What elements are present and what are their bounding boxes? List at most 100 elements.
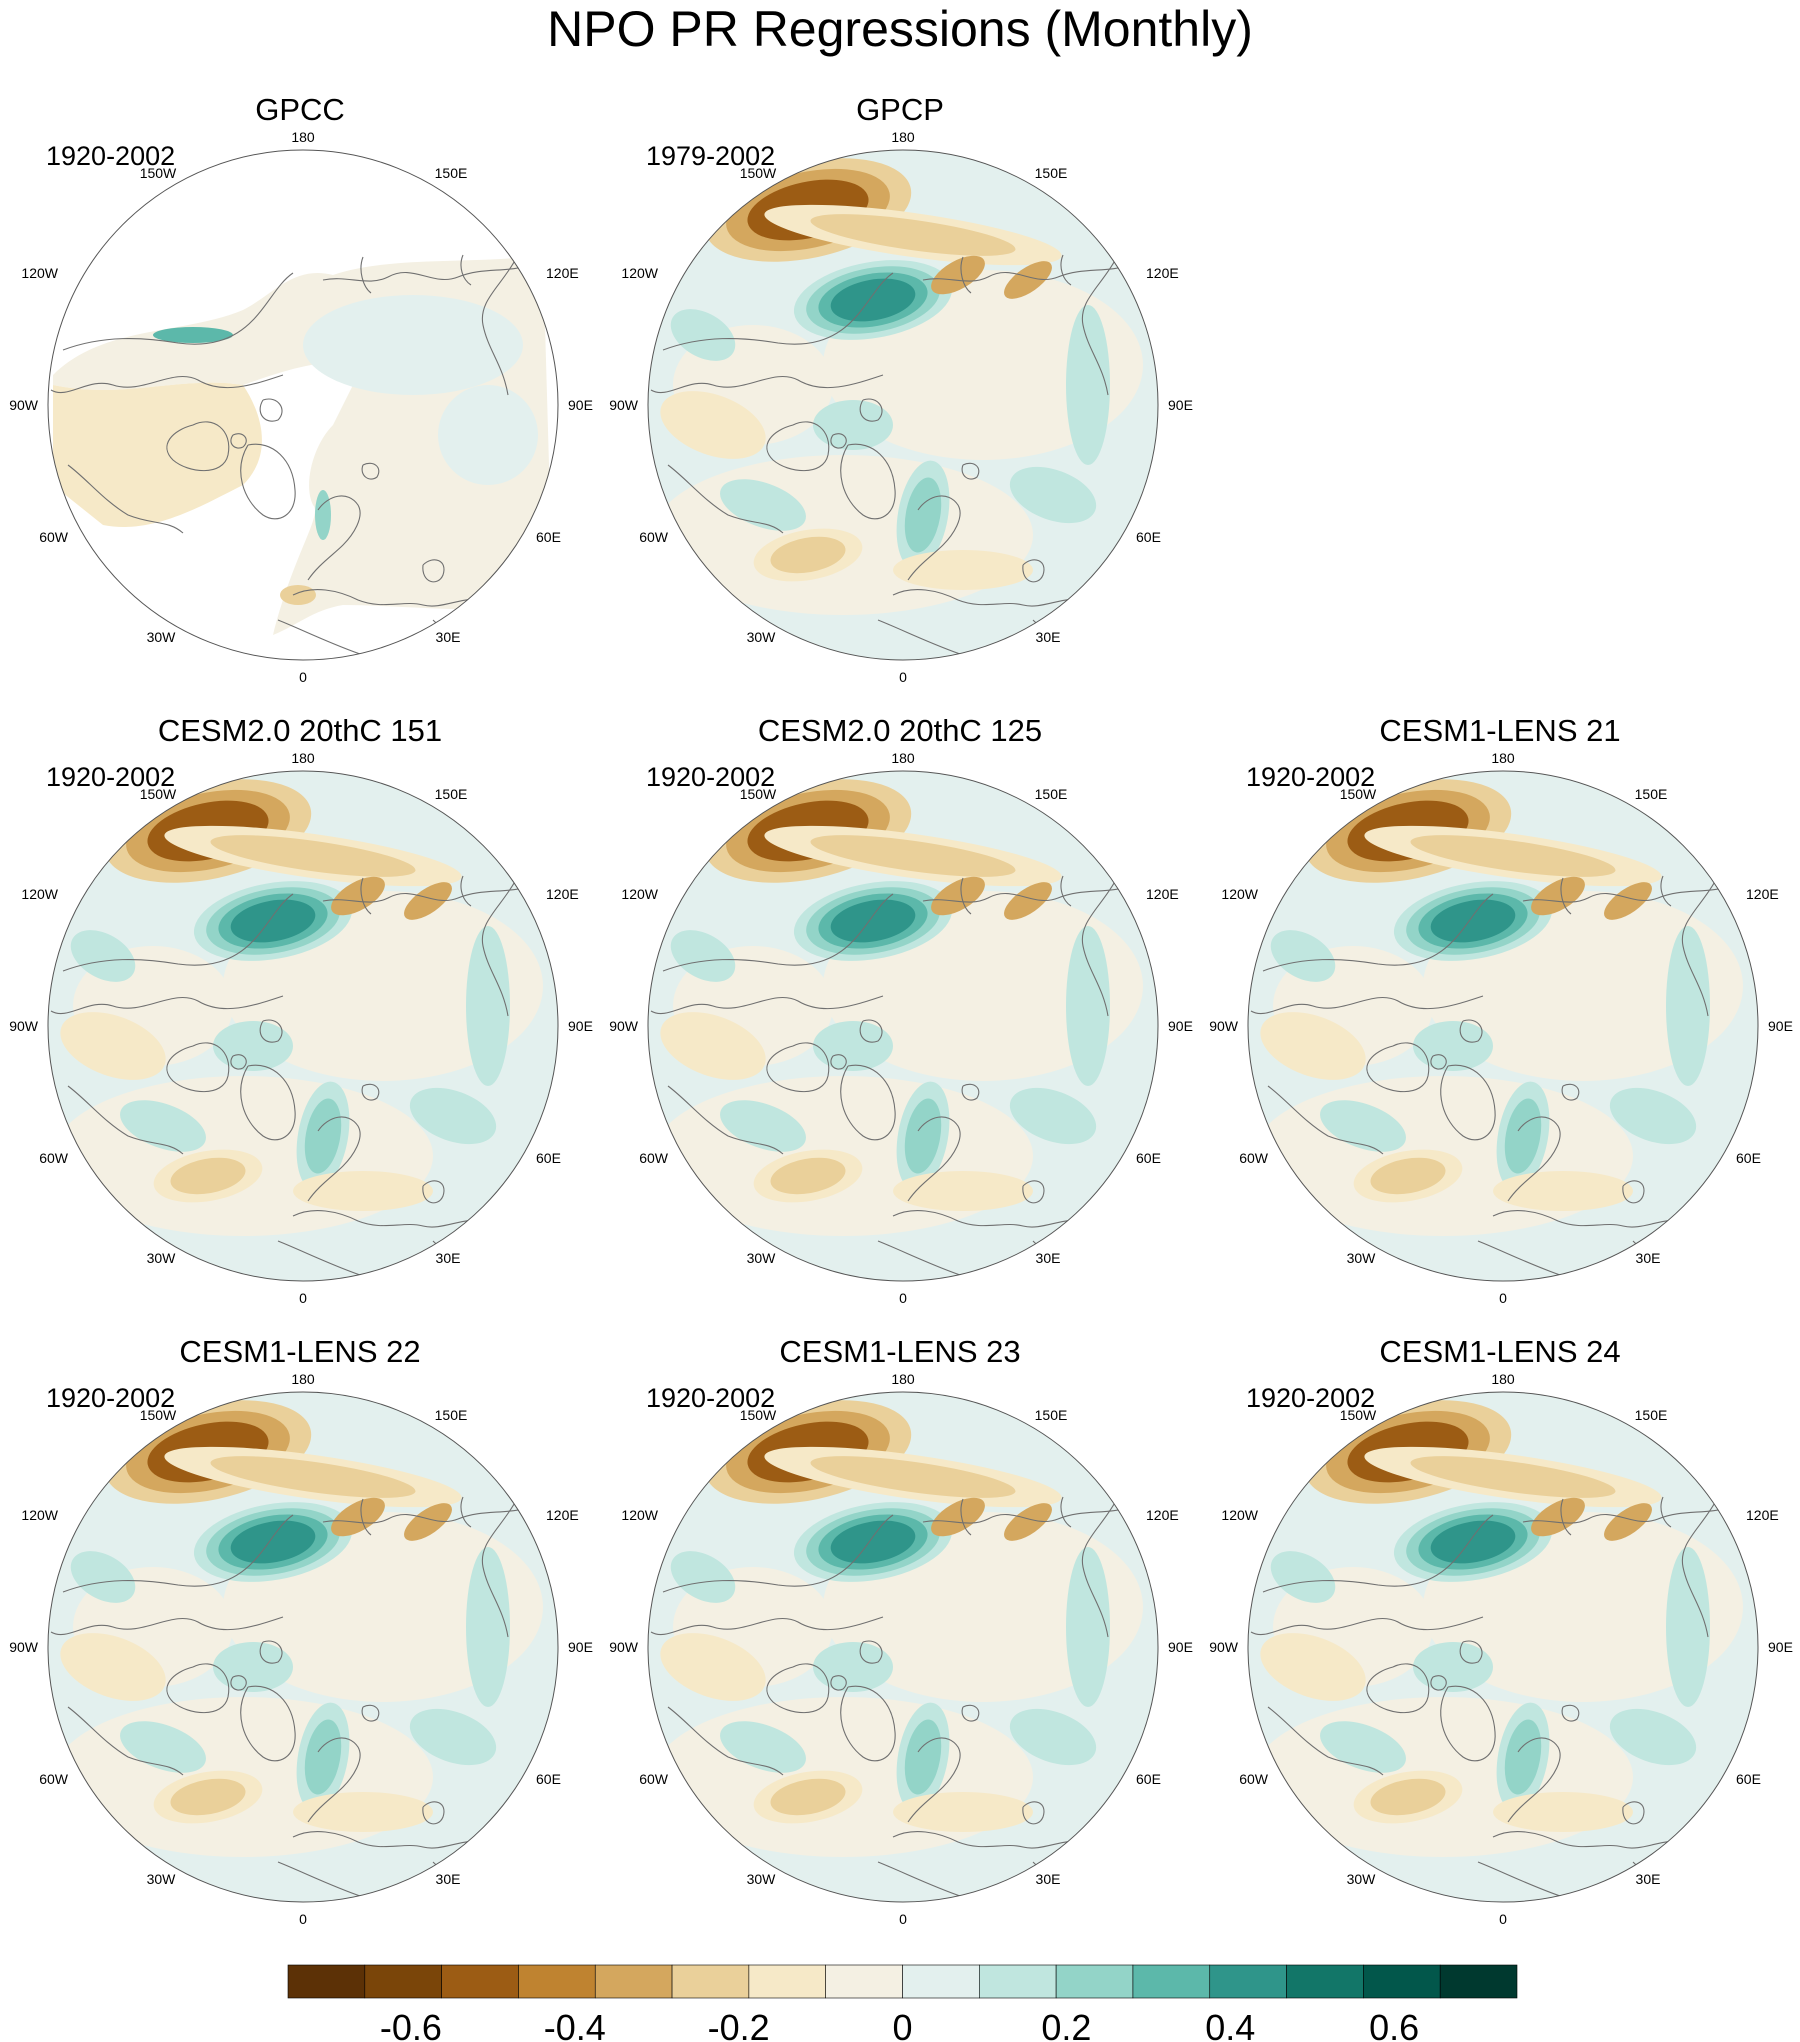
longitude-label: 120W xyxy=(1221,1507,1258,1523)
longitude-label: 120E xyxy=(546,1507,579,1523)
longitude-label: 60E xyxy=(1136,529,1161,545)
longitude-label: 90E xyxy=(1768,1639,1793,1655)
colorbar-tick-label: 0 xyxy=(892,2007,912,2042)
longitude-label: 90W xyxy=(1209,1018,1239,1034)
map-panel: 180 0 150W 150E 120W 120E 90W 90E 60W 60E 30W 30E GP… xyxy=(600,92,1200,692)
map-boundary xyxy=(47,149,559,661)
longitude-label: 60E xyxy=(1736,1150,1761,1166)
colorbar-tick-label: 0.2 xyxy=(1041,2007,1091,2042)
longitude-label: 120E xyxy=(1146,886,1179,902)
longitude-label: 120E xyxy=(546,265,579,281)
colorbar-tick-label: 0.6 xyxy=(1369,2007,1419,2042)
longitude-label: 90E xyxy=(1168,1639,1193,1655)
longitude-label: 150E xyxy=(1635,1407,1668,1423)
longitude-label: 60E xyxy=(1136,1771,1161,1787)
longitude-label: 120E xyxy=(1746,886,1779,902)
longitude-label: 60W xyxy=(1239,1771,1269,1787)
longitude-label: 150W xyxy=(140,786,177,802)
longitude-label: 60W xyxy=(639,1150,669,1166)
longitude-label: 60E xyxy=(536,529,561,545)
longitude-label: 120W xyxy=(621,265,658,281)
polar-map: 180 0 150W 150E 120W 120E 90W 90E 60W 60E 30W 30E xyxy=(1209,750,1793,1306)
map-panel: 180 0 150W 150E 120W 120E 90W 90E 60W 60E 30W 30E CE… xyxy=(600,713,1200,1313)
panel-period: 1979-2002 xyxy=(646,141,776,171)
figure-title: NPO PR Regressions (Monthly) xyxy=(547,1,1253,57)
colorbar-swatch xyxy=(1439,1964,1518,1999)
anomaly-field xyxy=(1248,1392,1758,1902)
polar-map: 180 0 150W 150E 120W 120E 90W 90E 60W 60E 30W 30E xyxy=(9,129,593,685)
longitude-label: 90E xyxy=(1168,397,1193,413)
panel-title: CESM2.0 20thC 151 xyxy=(157,713,443,748)
panel-period: 1920-2002 xyxy=(46,141,176,171)
map-boundary xyxy=(647,149,1159,661)
panel-title: GPCC xyxy=(255,92,345,127)
longitude-label: 90W xyxy=(1209,1639,1239,1655)
panel-period: 1920-2002 xyxy=(1246,762,1376,792)
colorbar-swatch xyxy=(979,1964,1057,1999)
colorbar-swatch xyxy=(364,1964,442,1999)
longitude-label: 30E xyxy=(436,629,461,645)
longitude-label: 60W xyxy=(39,529,69,545)
anomaly-field xyxy=(48,771,558,1281)
panel-title: CESM1-LENS 22 xyxy=(179,1334,421,1369)
longitude-label: 180 xyxy=(1491,750,1515,766)
longitude-label: 180 xyxy=(291,129,315,145)
longitude-label: 90E xyxy=(1768,1018,1793,1034)
longitude-label: 180 xyxy=(891,1371,915,1387)
colorbar-swatch xyxy=(671,1964,750,1999)
polar-map: 180 0 150W 150E 120W 120E 90W 90E 60W 60E 30W 30E xyxy=(609,750,1193,1306)
colorbar-swatch xyxy=(825,1964,903,1999)
longitude-label: 30W xyxy=(747,1871,777,1887)
colorbar-tick-label: -0.2 xyxy=(708,2007,770,2042)
longitude-label: 0 xyxy=(899,669,907,685)
map-panel: 180 0 150W 150E 120W 120E 90W 90E 60W 60E 30W 30E CE… xyxy=(1200,1334,1800,1934)
longitude-label: 150W xyxy=(740,786,777,802)
longitude-label: 150E xyxy=(1035,1407,1068,1423)
colorbar-swatch xyxy=(441,1964,519,1999)
longitude-label: 30E xyxy=(1636,1871,1661,1887)
longitude-label: 90W xyxy=(609,1639,639,1655)
colorbar-swatch xyxy=(1055,1964,1134,1999)
polar-map: 180 0 150W 150E 120W 120E 90W 90E 60W 60E 30W 30E xyxy=(1209,1371,1793,1927)
longitude-label: 30W xyxy=(747,629,777,645)
longitude-label: 120W xyxy=(21,1507,58,1523)
longitude-label: 0 xyxy=(1499,1911,1507,1927)
longitude-label: 90E xyxy=(1168,1018,1193,1034)
longitude-label: 60E xyxy=(536,1150,561,1166)
colorbar-swatch xyxy=(902,1964,980,1999)
longitude-label: 150E xyxy=(435,1407,468,1423)
longitude-label: 60W xyxy=(1239,1150,1269,1166)
longitude-label: 30W xyxy=(147,1250,177,1266)
map-boundary xyxy=(1247,1391,1759,1903)
anomaly-field xyxy=(48,150,558,660)
longitude-label: 30W xyxy=(1347,1871,1377,1887)
anomaly-field xyxy=(1248,771,1758,1281)
colorbar-swatch xyxy=(518,1964,596,1999)
longitude-label: 120E xyxy=(546,886,579,902)
map-boundary xyxy=(647,1391,1159,1903)
colorbar-tick-label: -0.6 xyxy=(380,2007,442,2042)
longitude-label: 30W xyxy=(747,1250,777,1266)
anomaly-field xyxy=(648,1392,1158,1902)
longitude-label: 120W xyxy=(1221,886,1258,902)
longitude-label: 150W xyxy=(1340,1407,1377,1423)
colorbar-swatch xyxy=(748,1964,826,1999)
longitude-label: 30E xyxy=(1036,1871,1061,1887)
longitude-label: 30E xyxy=(1636,1250,1661,1266)
longitude-label: 150E xyxy=(1035,786,1068,802)
anomaly-field xyxy=(48,1392,558,1902)
polar-map: 180 0 150W 150E 120W 120E 90W 90E 60W 60E 30W 30E xyxy=(609,129,1193,685)
longitude-label: 120W xyxy=(21,265,58,281)
longitude-label: 60E xyxy=(1736,1771,1761,1787)
panel-period: 1920-2002 xyxy=(646,762,776,792)
panel-period: 1920-2002 xyxy=(46,1383,176,1413)
anomaly-field xyxy=(648,771,1158,1281)
longitude-label: 150W xyxy=(140,165,177,181)
longitude-label: 90W xyxy=(9,1639,39,1655)
map-boundary xyxy=(47,770,559,1282)
longitude-label: 0 xyxy=(899,1911,907,1927)
longitude-label: 120E xyxy=(1146,265,1179,281)
longitude-label: 60W xyxy=(639,529,669,545)
polar-map: 180 0 150W 150E 120W 120E 90W 90E 60W 60E 30W 30E xyxy=(609,1371,1193,1927)
